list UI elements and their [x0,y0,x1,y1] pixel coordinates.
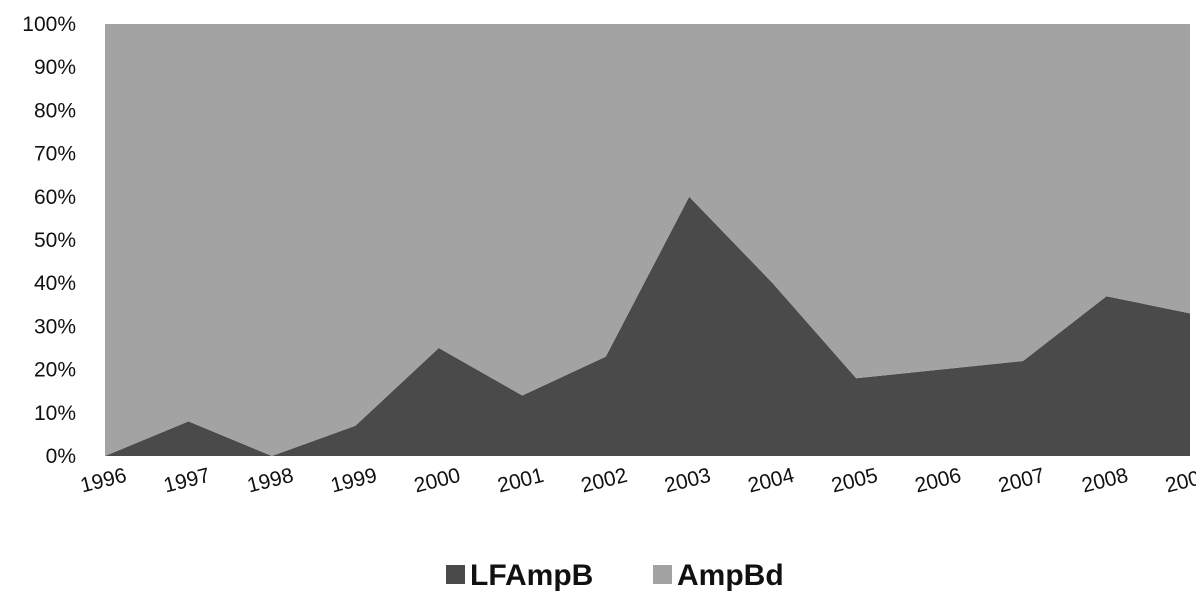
x-tick-label: 2009 [1163,464,1196,498]
x-tick-label: 1997 [161,464,212,498]
x-tick-label: 2005 [829,464,880,498]
y-tick-label: 80% [34,99,76,122]
series-area-ampbd [105,24,1190,456]
legend-item-ampbd: AmpBd [653,559,784,591]
x-tick-label: 1999 [328,464,379,498]
x-tick-label: 2001 [495,464,546,498]
x-tick-label: 1996 [78,464,129,498]
x-tick-label: 2008 [1080,464,1131,498]
legend-swatch [653,565,672,584]
legend-item-lfampb: LFAmpB [446,559,593,591]
y-axis: 0% 10% 20% 30% 40% 50% 60% 70% 80% 90% 100% [22,13,76,468]
legend-label: LFAmpB [470,559,593,591]
x-tick-label: 1998 [245,464,296,498]
legend-swatch [446,565,465,584]
y-tick-label: 50% [34,229,76,252]
y-tick-label: 20% [34,359,76,382]
legend-label: AmpBd [677,559,784,591]
y-tick-label: 10% [34,402,76,425]
series-area-lfampb [105,196,1190,457]
y-tick-label: 70% [34,143,76,166]
x-tick-label: 2003 [662,464,713,498]
y-tick-label: 40% [34,272,76,295]
y-tick-label: 60% [34,186,76,209]
legend: LFAmpB AmpBd [446,559,784,591]
y-tick-label: 0% [46,445,76,468]
x-tick-label: 2007 [996,464,1047,498]
x-tick-label: 2006 [913,464,964,498]
y-tick-label: 30% [34,315,76,338]
y-tick-label: 90% [34,56,76,79]
plot-area [105,24,1190,457]
y-tick-label: 100% [22,13,76,36]
x-tick-label: 2000 [412,464,463,498]
x-axis: 1996 1997 1998 1999 2000 2001 2002 2003 2004 2005… [78,464,1196,498]
x-tick-label: 2002 [579,464,630,498]
x-tick-label: 2004 [746,464,797,498]
